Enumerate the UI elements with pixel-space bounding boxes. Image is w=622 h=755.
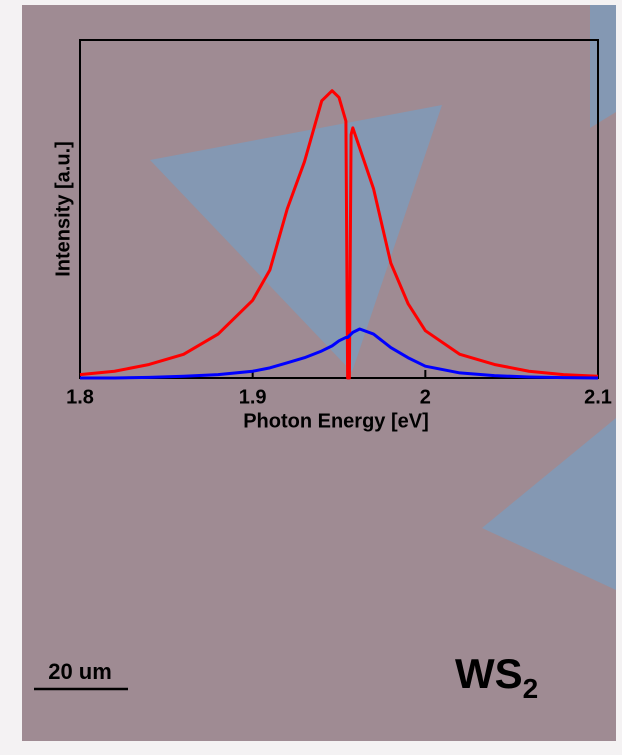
series-line: [79, 89, 599, 380]
x-axis-label: Photon Energy [eV]: [243, 410, 429, 432]
sample-name: WS: [455, 650, 523, 697]
flake: [590, 5, 616, 128]
x-tick-label: 1.8: [66, 386, 94, 408]
sample-label: WS2: [455, 650, 538, 704]
x-tick-label: 2.1: [584, 386, 612, 408]
plot-frame: [79, 39, 599, 379]
scale-bar-label: 20 um: [48, 659, 112, 684]
sample-subscript: 2: [523, 673, 539, 704]
series-line: [80, 327, 599, 380]
x-tick-label: 1.9: [239, 386, 267, 408]
x-tick-label: 2: [420, 386, 431, 408]
y-axis-label: Intensity [a.u.]: [52, 141, 74, 277]
micrograph: [22, 5, 616, 741]
flake: [482, 418, 616, 590]
